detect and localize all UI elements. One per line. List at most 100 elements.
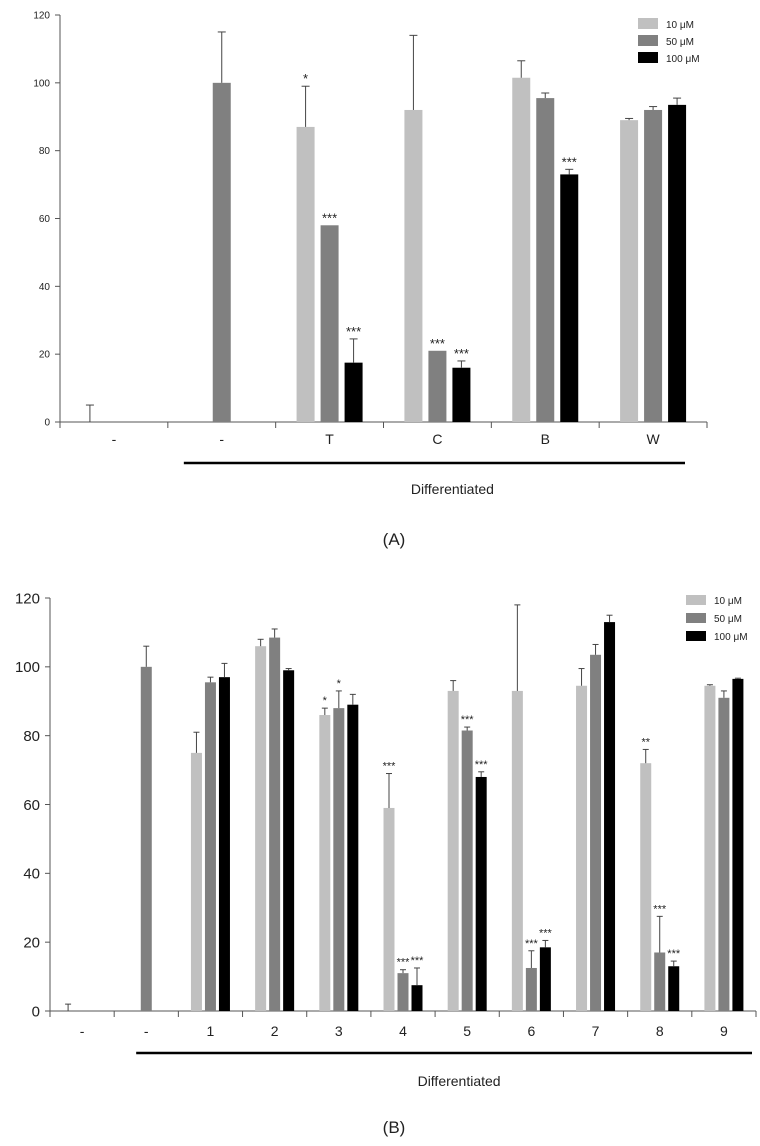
legend-swatch — [686, 613, 706, 623]
bar — [383, 807, 395, 1011]
bar — [204, 682, 216, 1011]
y-tick-label: 40 — [23, 866, 40, 883]
x-tick-label: 7 — [592, 1023, 600, 1039]
bar — [644, 109, 663, 422]
x-tick-label: - — [144, 1023, 149, 1039]
bar — [576, 685, 588, 1011]
y-tick-label: 80 — [23, 728, 40, 745]
x-tick-label: 6 — [527, 1023, 535, 1039]
significance-mark: *** — [322, 210, 337, 225]
significance-mark: *** — [562, 154, 577, 169]
bar — [461, 730, 473, 1011]
bar — [333, 708, 345, 1011]
significance-mark: *** — [653, 903, 667, 915]
significance-mark: *** — [346, 324, 361, 339]
bar — [212, 82, 231, 422]
panel-label: (B) — [383, 1118, 406, 1137]
x-tick-label: - — [112, 431, 117, 447]
significance-mark: *** — [475, 759, 489, 771]
x-tick-label: 2 — [271, 1023, 279, 1039]
bar — [536, 98, 555, 423]
significance-mark: *** — [461, 714, 475, 726]
legend-label: 50 μM — [666, 37, 694, 48]
bar — [704, 685, 716, 1011]
panel-label: (A) — [383, 530, 406, 549]
group-label: Differentiated — [411, 481, 494, 497]
bar — [404, 109, 423, 422]
legend-label: 50 μM — [714, 614, 742, 625]
x-tick-label: 8 — [656, 1023, 664, 1039]
significance-mark: ** — [641, 736, 650, 748]
bar — [452, 367, 471, 422]
legend-swatch — [686, 595, 706, 605]
bar — [590, 654, 602, 1011]
x-tick-label: C — [432, 431, 442, 447]
y-tick-label: 80 — [39, 146, 51, 157]
x-tick-label: W — [646, 431, 660, 447]
legend-swatch — [638, 52, 658, 63]
bar — [718, 697, 730, 1011]
significance-mark: * — [323, 695, 328, 707]
bar — [604, 622, 616, 1011]
legend-label: 10 μM — [714, 596, 742, 607]
y-tick-label: 20 — [23, 934, 40, 951]
bar — [344, 362, 363, 422]
significance-mark: *** — [430, 336, 445, 351]
bar — [269, 637, 281, 1011]
x-tick-label: 1 — [207, 1023, 215, 1039]
legend-swatch — [638, 35, 658, 46]
bar — [190, 752, 202, 1011]
x-tick-label: 4 — [399, 1023, 407, 1039]
significance-mark: *** — [397, 957, 411, 969]
y-tick-label: 0 — [44, 418, 50, 429]
bar — [296, 126, 315, 423]
bar — [732, 678, 744, 1011]
significance-mark: *** — [539, 927, 553, 939]
significance-mark: *** — [454, 346, 469, 361]
bar — [397, 973, 409, 1011]
bar — [283, 670, 295, 1011]
y-tick-label: 40 — [39, 282, 51, 293]
legend-label: 100 μM — [714, 632, 748, 643]
x-tick-label: B — [541, 431, 550, 447]
legend-swatch — [638, 18, 658, 29]
bar — [620, 120, 639, 423]
legend-swatch — [686, 631, 706, 641]
group-label: Differentiated — [418, 1073, 501, 1089]
bar — [668, 966, 680, 1011]
y-tick-label: 120 — [15, 590, 40, 607]
legend-label: 10 μM — [666, 20, 694, 31]
x-tick-label: 5 — [463, 1023, 471, 1039]
y-tick-label: 60 — [39, 214, 51, 225]
x-tick-label: 9 — [720, 1023, 728, 1039]
bar — [255, 646, 267, 1011]
bar — [319, 715, 331, 1011]
bar — [140, 666, 152, 1011]
bar — [525, 967, 537, 1011]
y-tick-label: 100 — [33, 78, 50, 89]
bar — [347, 704, 359, 1011]
x-tick-label: - — [219, 431, 224, 447]
significance-mark: *** — [667, 948, 681, 960]
y-tick-label: 20 — [39, 350, 51, 361]
x-tick-label: - — [80, 1023, 85, 1039]
significance-mark: *** — [411, 955, 425, 967]
bar — [447, 690, 459, 1011]
bar — [475, 776, 487, 1011]
significance-mark: *** — [525, 938, 539, 950]
y-tick-label: 0 — [32, 1003, 40, 1020]
legend-label: 100 μM — [666, 54, 700, 65]
bar — [411, 985, 423, 1011]
bar — [218, 677, 230, 1011]
y-tick-label: 60 — [23, 797, 40, 814]
y-tick-label: 120 — [33, 11, 50, 22]
bar — [511, 690, 523, 1011]
bar — [640, 763, 652, 1011]
significance-mark: *** — [383, 761, 397, 773]
significance-mark: * — [303, 71, 308, 86]
bar — [654, 952, 666, 1011]
bar — [668, 104, 687, 423]
bar — [428, 350, 447, 422]
